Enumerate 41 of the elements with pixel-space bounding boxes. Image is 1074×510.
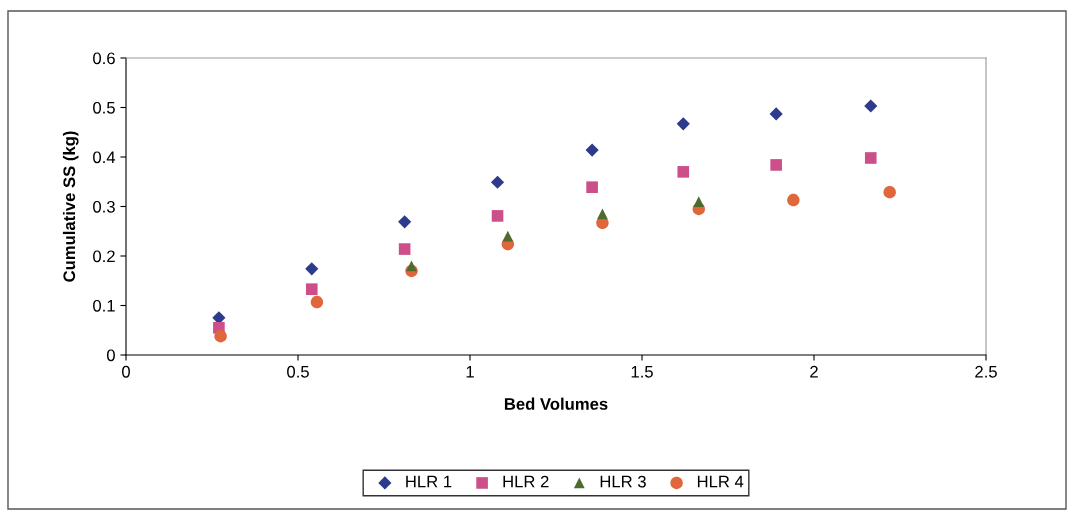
y-tick-label: 0.2 (93, 250, 115, 263)
point (491, 210, 504, 222)
point (586, 181, 598, 193)
y-tick-label: 0.6 (93, 52, 115, 65)
x-axis-title: Bed Volumes (504, 397, 608, 410)
point (864, 99, 878, 113)
point (214, 329, 227, 343)
point (693, 196, 705, 207)
point (502, 230, 514, 242)
x-tick-label: 0.5 (287, 365, 309, 378)
legend-label: HLR 1 (406, 475, 452, 488)
point (585, 143, 599, 157)
y-tick-label: 0.5 (93, 101, 115, 114)
point (490, 175, 505, 189)
point (310, 295, 324, 309)
legend-label: HLR 4 (697, 475, 744, 488)
point (597, 208, 608, 220)
point (883, 185, 896, 199)
x-tick-label: 2 (810, 365, 818, 378)
x-tick-label: 1.5 (631, 366, 653, 378)
point (864, 152, 877, 164)
x-tick-label: 0 (122, 365, 130, 378)
y-tick-label: 0.3 (93, 200, 115, 213)
point (398, 215, 412, 229)
point (305, 262, 319, 276)
y-tick-label: 0.1 (93, 299, 115, 312)
y-tick-label: 0.4 (93, 151, 116, 164)
point (398, 243, 411, 255)
x-tick-label: 1 (466, 366, 474, 378)
legend-label: HLR 2 (503, 475, 549, 488)
point (305, 283, 318, 295)
point (406, 260, 417, 272)
x-tick-label: 2.5 (975, 365, 997, 378)
y-tick-label: 0 (106, 349, 115, 362)
point (769, 107, 783, 121)
legend-label: HLR 3 (600, 475, 646, 488)
point (770, 159, 782, 171)
point (787, 193, 800, 207)
point (677, 166, 690, 178)
y-axis-title: Cumulative SS (kg) (62, 131, 79, 282)
point (676, 117, 690, 131)
